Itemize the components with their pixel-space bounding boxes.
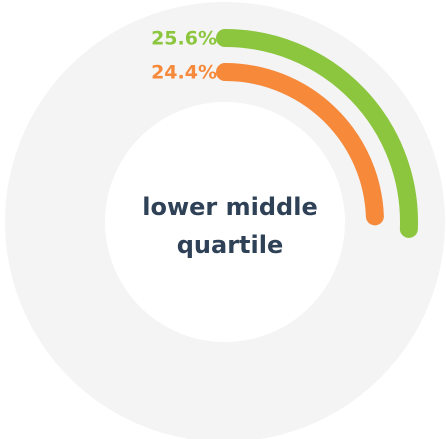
arc-bar	[216, 63, 384, 226]
value-label: 25.6%	[151, 28, 217, 50]
background-ring	[5, 2, 445, 439]
center-label: lower middle quartile	[142, 193, 318, 259]
value-label: 24.4%	[151, 62, 217, 84]
arc-bar	[216, 29, 418, 238]
